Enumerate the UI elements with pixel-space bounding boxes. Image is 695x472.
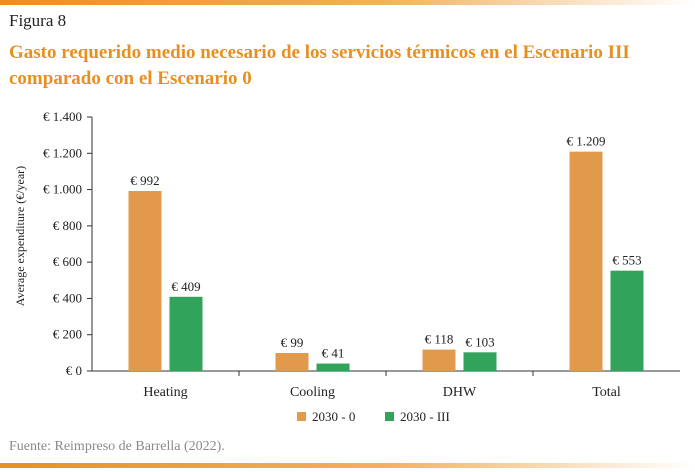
chart-title: Gasto requerido medio necesario de los s… xyxy=(9,42,630,89)
data-label: € 1.209 xyxy=(567,134,606,149)
bar xyxy=(128,191,162,371)
x-tick-label: Total xyxy=(592,385,621,400)
bar xyxy=(463,352,497,371)
bar xyxy=(610,270,644,371)
bar xyxy=(275,353,309,371)
source-note: Fuente: Reimpreso de Barrella (2022). xyxy=(9,439,225,454)
x-tick-label: Heating xyxy=(143,385,187,400)
data-label: € 41 xyxy=(322,346,345,361)
legend-label: 2030 - 0 xyxy=(312,409,355,424)
bar xyxy=(169,296,203,371)
y-tick-label: € 800 xyxy=(53,218,82,233)
legend-swatch xyxy=(297,412,306,421)
bar xyxy=(422,349,456,371)
bar xyxy=(569,151,603,371)
bar xyxy=(316,363,350,371)
figure-label: Figura 8 xyxy=(9,11,67,30)
data-label: € 99 xyxy=(281,335,304,350)
y-tick-label: € 0 xyxy=(66,363,82,378)
top-rule xyxy=(0,0,695,5)
y-tick-label: € 600 xyxy=(53,254,82,269)
bottom-rule xyxy=(0,463,695,468)
legend-swatch xyxy=(385,412,394,421)
y-tick-label: € 1.000 xyxy=(43,182,82,197)
x-tick-label: Cooling xyxy=(290,385,335,400)
y-tick-label: € 400 xyxy=(53,290,82,305)
legend-label: 2030 - III xyxy=(400,409,450,424)
data-label: € 103 xyxy=(465,334,494,349)
data-label: € 409 xyxy=(171,279,200,294)
y-axis-label: Average expenditure (€/year) xyxy=(13,166,27,306)
data-label: € 992 xyxy=(130,173,159,188)
y-tick-label: € 1.200 xyxy=(43,145,82,160)
data-label: € 553 xyxy=(612,253,641,268)
y-tick-label: € 1.400 xyxy=(43,109,82,124)
y-tick-label: € 200 xyxy=(53,327,82,342)
x-tick-label: DHW xyxy=(443,385,477,400)
data-label: € 118 xyxy=(425,332,454,347)
